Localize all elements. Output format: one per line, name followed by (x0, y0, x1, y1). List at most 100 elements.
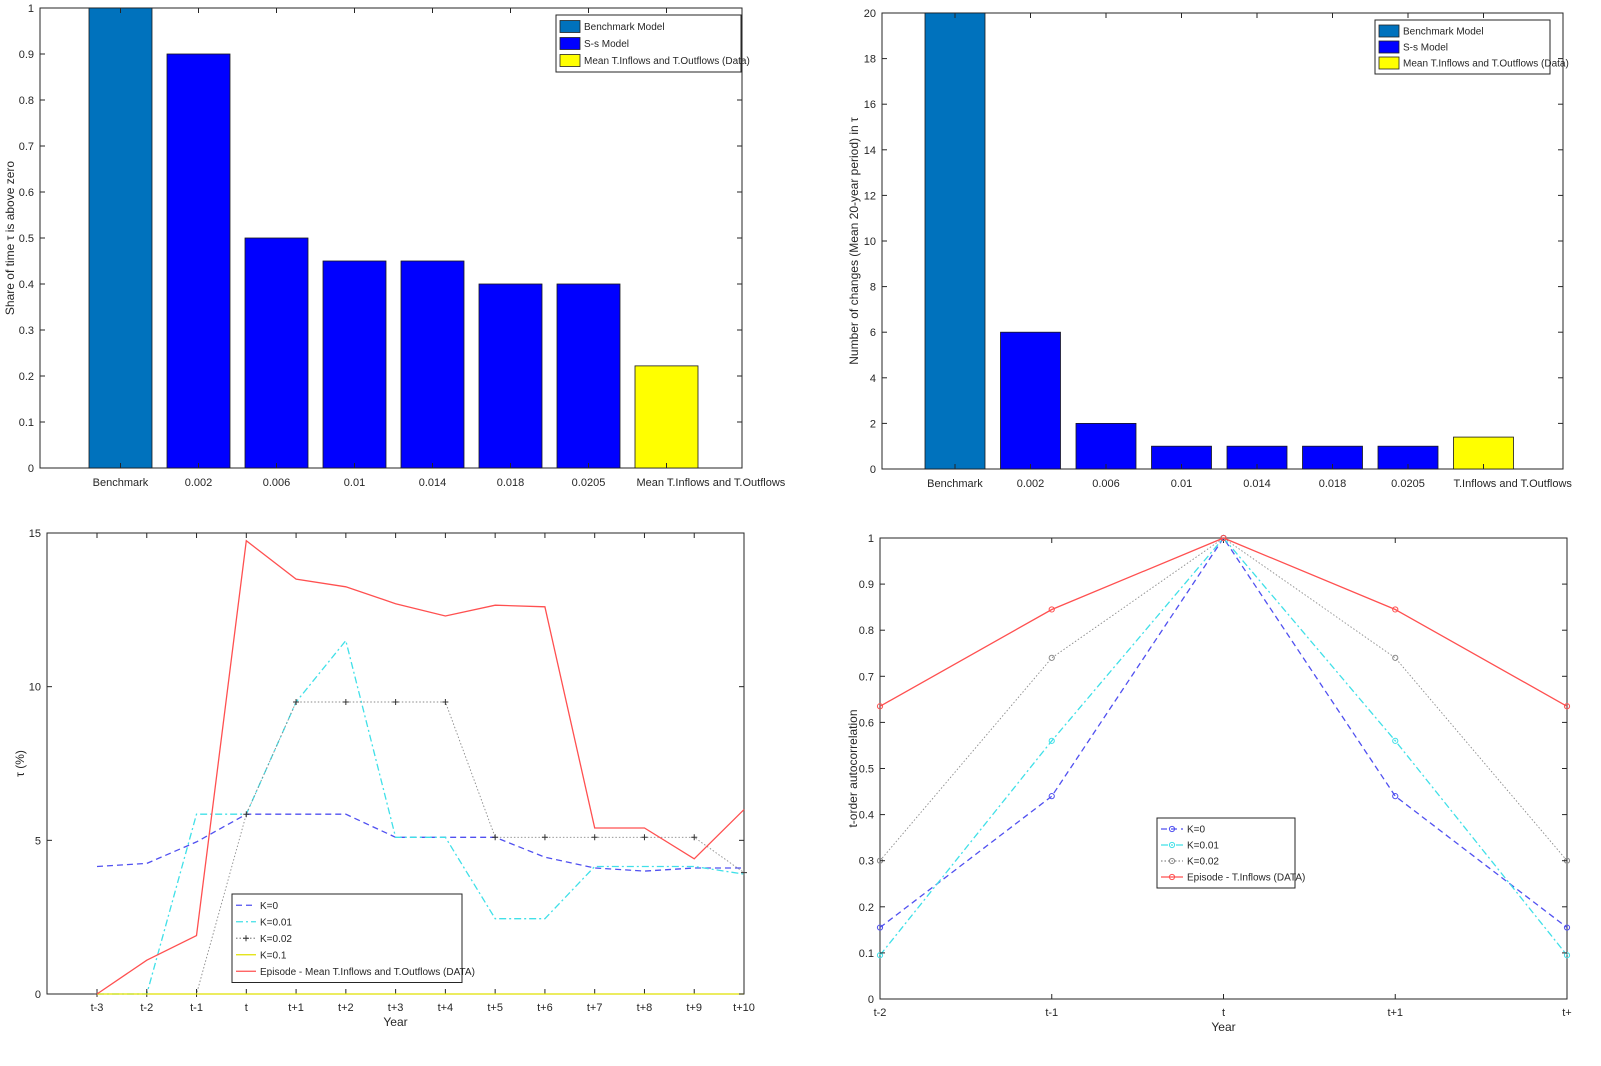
autocorr-ytick-label: 0 (868, 994, 874, 1006)
share-time-ytick-label: 0.4 (19, 279, 34, 291)
share-time-ytick-label: 0.8 (19, 95, 34, 107)
tau-episode-ytick-label: 0 (35, 989, 41, 1001)
autocorr-ytick-label: 0.3 (859, 856, 874, 868)
tau-episode-chart: t-3 t-2 t-1 t t+1 t+2 t+3 t+4 t+5 t+6 t+7 t+8 t+9 t+1… (13, 528, 755, 1029)
tau-episode-legend-marker (243, 935, 249, 942)
share-time-legend-box (555, 14, 742, 73)
tau-episode-xtick-label: t-2 (140, 1002, 153, 1014)
autocorr-series-line (879, 536, 1568, 929)
autocorr-ytick-label: 0.4 (859, 810, 874, 822)
share-time-ytick-label: 0 (28, 463, 34, 475)
autocorr-point (876, 703, 884, 710)
share-time-legend-label: Mean T.Inflows and T.Outflows (Data) (584, 56, 750, 67)
tau-episode-point (541, 834, 548, 841)
autocorr-chart: t-2 t-1 t t+1 t+ 0 0.1 0.2 0.3 0.4 0.5 0.6 0.7 0.8 0.9… (846, 533, 1572, 1034)
autocorr-legend-marker (1168, 873, 1176, 881)
tau-episode-xtick-label: t+9 (686, 1002, 702, 1014)
autocorr-ytick-label: 0.2 (859, 902, 874, 914)
share-time-bar (556, 283, 621, 469)
tau-episode-series-line (96, 539, 745, 995)
autocorr-xtick-label: t+1 (1387, 1007, 1403, 1019)
tau-episode-legend-label: Episode - Mean T.Inflows and T.Outflows … (260, 967, 475, 978)
tau-episode-xtick-label: t+4 (438, 1002, 454, 1014)
share-time-ytick-label: 0.2 (19, 371, 34, 383)
autocorr-axes-box (879, 537, 1568, 1000)
num-changes-legend-swatch (1378, 56, 1400, 70)
num-changes-bar (1075, 422, 1137, 470)
num-changes-xtick-label: 0.01 (1171, 478, 1192, 490)
share-time-xtick-label: Mean T.Inflows and T.Outflows (637, 477, 786, 489)
share-time-legend: Benchmark Model S-s Model Mean T.Inflows a… (555, 14, 750, 73)
num-changes-ytick-label: 14 (864, 145, 876, 157)
share-time-xtick-label: Benchmark (93, 477, 149, 489)
tau-episode-point (243, 811, 250, 818)
share-time-legend-label: Benchmark Model (584, 22, 665, 33)
tau-episode-xtick-label: t+10 (733, 1002, 755, 1014)
share-time-bar (634, 365, 699, 469)
share-time-xtick-label: 0.01 (344, 477, 365, 489)
share-time-chart: Benchmark 0.002 0.006 0.01 0.014 0.018 0.0205 M… (3, 3, 786, 489)
num-changes-legend-label: Benchmark Model (1403, 27, 1484, 38)
tau-episode-xtick-label: t+7 (587, 1002, 603, 1014)
num-changes-legend-swatch (1378, 24, 1400, 38)
share-time-xtick-label: 0.006 (263, 477, 291, 489)
share-time-ylabel: Share of time τ is above zero (3, 161, 17, 315)
autocorr-series-line (879, 537, 1568, 707)
autocorr-xtick-label: t-1 (1045, 1007, 1058, 1019)
tau-episode-point (641, 834, 648, 841)
num-changes-xtick-label: Benchmark (927, 478, 983, 490)
tau-episode-point (442, 699, 449, 706)
share-time-bar (244, 237, 309, 469)
autocorr-legend: K=0 K=0.01 K=0.02 Episode - T.Inflows (DATA… (1156, 817, 1305, 889)
share-time-ytick-label: 0.3 (19, 325, 34, 337)
share-time-legend-label: S-s Model (584, 39, 629, 50)
share-time-ytick-label: 0.9 (19, 49, 34, 61)
share-time-xtick-label: 0.014 (419, 477, 447, 489)
tau-episode-ytick-label: 5 (35, 835, 41, 847)
share-time-bar (88, 7, 153, 469)
tau-episode-xtick-label: t+2 (338, 1002, 354, 1014)
tau-episode-legend: K=0 K=0.01 K=0.02 K=0.1 Episode - Mean T.Inf… (231, 893, 475, 983)
share-time-xtick-label: 0.002 (185, 477, 213, 489)
share-time-bar (478, 283, 543, 469)
autocorr-legend-marker (1168, 841, 1176, 849)
num-changes-ytick-label: 6 (870, 327, 876, 339)
share-time-legend-swatch (559, 54, 581, 67)
num-changes-ytick-label: 10 (864, 236, 876, 248)
num-changes-xtick-label: 0.0205 (1391, 478, 1425, 490)
autocorr-ytick-label: 0.7 (859, 671, 874, 683)
share-time-ytick-label: 0.5 (19, 233, 34, 245)
tau-episode-xtick-label: t-1 (190, 1002, 203, 1014)
tau-episode-xtick-label: t+1 (288, 1002, 304, 1014)
share-time-xtick-label: 0.0205 (572, 477, 606, 489)
share-time-axes-box (39, 7, 743, 469)
tau-episode-point (492, 834, 499, 841)
autocorr-point (1392, 737, 1399, 744)
num-changes-xtick-label: 0.002 (1017, 478, 1045, 490)
tau-episode-xtick-label: t+8 (637, 1002, 653, 1014)
num-changes-ytick-label: 20 (864, 8, 876, 20)
autocorr-legend-marker (1168, 857, 1176, 865)
share-time-legend-swatch (559, 37, 581, 50)
num-changes-bar (1000, 331, 1061, 470)
tau-episode-ytick-label: 10 (29, 682, 41, 694)
share-time-ytick-label: 0.1 (19, 417, 34, 429)
num-changes-ylabel: Number of changes (Mean 20-year period) … (847, 117, 861, 365)
autocorr-xtick-label: t (1222, 1007, 1225, 1019)
autocorr-point (1048, 606, 1055, 613)
tau-episode-point (392, 699, 399, 706)
num-changes-chart: Benchmark 0.002 0.006 0.01 0.014 0.018 0.0205 T… (847, 8, 1572, 490)
autocorr-point (1048, 737, 1055, 744)
num-changes-legend-label: Mean T.Inflows and T.Outflows (Data) (1403, 59, 1569, 70)
autocorr-point (1392, 654, 1399, 661)
tau-episode-xtick-label: t-3 (91, 1002, 104, 1014)
autocorr-ylabel: t-order autocorrelation (846, 709, 860, 827)
num-changes-ytick-label: 16 (864, 99, 876, 111)
num-changes-legend-box (1374, 19, 1551, 75)
num-changes-bar (1453, 436, 1514, 470)
autocorr-point (1220, 534, 1227, 542)
tau-episode-series-line (97, 701, 745, 995)
tau-episode-ylabel: τ (%) (13, 750, 27, 777)
num-changes-bar (924, 12, 986, 470)
